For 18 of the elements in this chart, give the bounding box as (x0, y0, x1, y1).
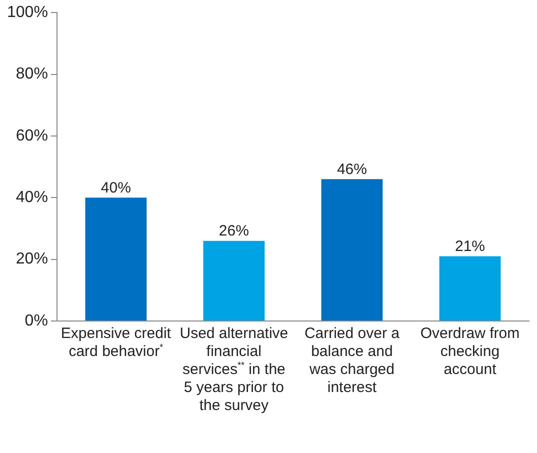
y-tick-label: 60% (16, 127, 48, 144)
y-tick-label: 40% (16, 189, 48, 206)
bar (85, 198, 147, 320)
bar (321, 179, 383, 320)
y-tick-label: 100% (7, 4, 48, 22)
x-tick-label: Carried over a balance and was charged interest (303, 325, 400, 397)
y-tick-label: 80% (16, 66, 48, 83)
y-tick-label: 20% (16, 250, 48, 268)
x-tick-label: Overdraw from checking account (419, 325, 521, 379)
data-label: 21% (454, 238, 486, 255)
data-label: 26% (218, 222, 249, 240)
y-tick-label: 0% (24, 312, 48, 330)
bar (203, 240, 265, 320)
x-tick-label: Used alternative financial services$^{**}$ in the 5 years prior to the survey (178, 325, 290, 415)
data-label: 40% (100, 179, 131, 196)
bar (439, 256, 501, 320)
data-label: 46% (336, 160, 367, 178)
x-tick-label: Expensive credit card behavior$^{*}$ (60, 325, 172, 361)
